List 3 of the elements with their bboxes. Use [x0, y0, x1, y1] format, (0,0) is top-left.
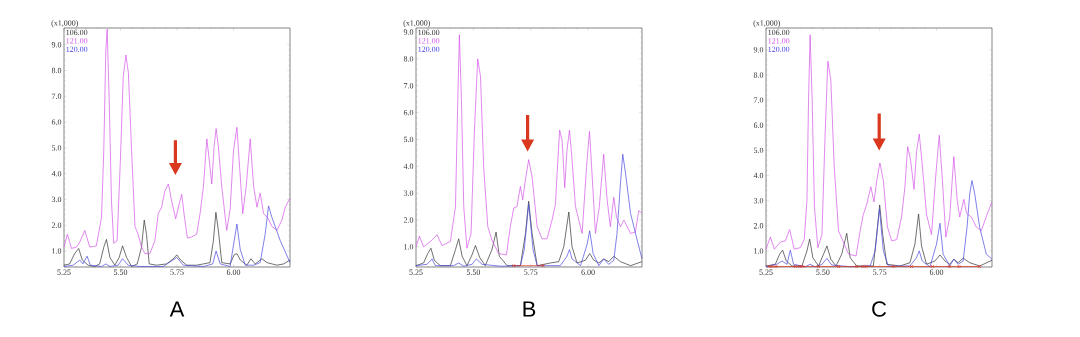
- text: B: [523, 301, 536, 317]
- text: C: [872, 301, 887, 317]
- text: A: [169, 301, 185, 317]
